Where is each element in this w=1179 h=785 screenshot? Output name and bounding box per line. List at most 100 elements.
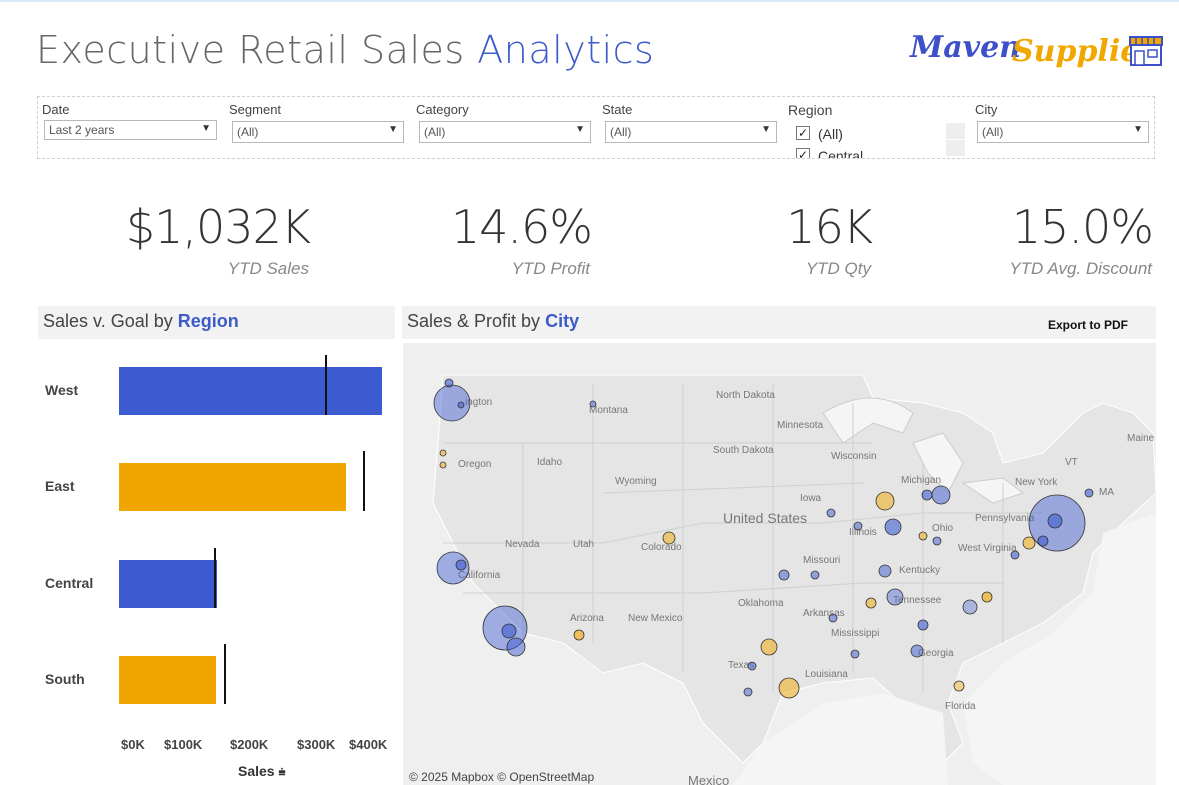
chevron-down-icon: ▼ (1133, 124, 1143, 135)
x-tick-label: $0K (121, 737, 145, 752)
map-label-illinois: Illinois (849, 527, 877, 538)
region-label-west: West (45, 382, 79, 398)
kpi-ytd-profit-value: 14.6% (450, 200, 593, 254)
segment-filter-label: Segment (229, 102, 282, 117)
bar-west[interactable] (119, 367, 382, 415)
kpi-ytd-sales-label: YTD Sales (227, 259, 309, 278)
map-label-oklahoma: Oklahoma (738, 598, 784, 609)
map-label-new-mexico: New Mexico (628, 613, 683, 624)
state-filter-label: State (602, 102, 633, 117)
map-label-new-york: New York (1015, 477, 1058, 488)
goal-marker-east[interactable] (363, 451, 365, 511)
export-to-pdf-button[interactable]: Export to PDF (1048, 318, 1128, 332)
map-label-south-dakota: South Dakota (713, 445, 774, 456)
state-filter-dropdown[interactable]: (All) ▼ (605, 121, 777, 143)
region-central-checkbox[interactable]: ✓ (796, 148, 810, 158)
region-central-label: Central (818, 148, 864, 158)
x-tick-label: $400K (349, 737, 388, 752)
map-label-mexico: Mexico (688, 773, 729, 785)
map-label-michigan: Michigan (901, 475, 941, 486)
category-filter-dropdown[interactable]: (All) ▼ (419, 121, 591, 143)
map-label-nevada: Nevada (505, 539, 540, 550)
bar-east[interactable] (119, 463, 346, 511)
kpi-ytd-profit-label: YTD Profit (511, 259, 590, 278)
map-label-utah: Utah (573, 539, 594, 550)
map-label-maine: Maine (1127, 433, 1155, 444)
sales-goal-panel-title: Sales v. Goal by Region (38, 306, 395, 339)
region-all-label: (All) (818, 126, 843, 142)
region-all-checkbox[interactable]: ✓ (796, 126, 810, 140)
chevron-down-icon: ▼ (761, 124, 771, 135)
page-title: Executive Retail Sales Analytics (36, 28, 655, 72)
sales-profit-map[interactable]: ington Montana North Dakota Minnesota Wi… (403, 343, 1156, 785)
filter-bar (37, 96, 1155, 159)
map-label-california: California (458, 570, 501, 581)
city-filter-label: City (975, 102, 998, 117)
map-label-ohio: Ohio (932, 523, 954, 534)
kpi-ytd-qty-value: 16K (786, 200, 873, 254)
goal-marker-central[interactable] (214, 548, 216, 608)
map-label-washington: ington (465, 397, 492, 408)
region-label-central: Central (45, 575, 94, 591)
date-filter-dropdown[interactable]: Last 2 years ▼ (44, 120, 217, 140)
map-copyright: © 2025 Mapbox © OpenStreetMap (409, 770, 595, 784)
map-label-ma: MA (1099, 487, 1114, 498)
kpi-ytd-discount-label: YTD Avg. Discount (1009, 259, 1152, 278)
map-label-vt: VT (1065, 457, 1078, 468)
region-label-east: East (45, 478, 75, 494)
date-filter-label: Date (42, 102, 70, 117)
map-label-kentucky: Kentucky (899, 565, 940, 576)
city-filter-value: (All) (982, 125, 1004, 139)
map-label-florida: Florida (945, 701, 976, 712)
x-axis-title[interactable]: Sales ⩧ (238, 763, 286, 779)
map-label-louisiana: Louisiana (805, 669, 848, 680)
map-panel-title: Sales & Profit by City (402, 306, 1156, 339)
date-filter-value: Last 2 years (49, 123, 115, 137)
chevron-down-icon: ▼ (388, 124, 398, 135)
map-label-wyoming: Wyoming (615, 476, 657, 487)
map-label-missouri: Missouri (803, 555, 840, 566)
map-label-oregon: Oregon (458, 459, 491, 470)
category-filter-value: (All) (424, 125, 446, 139)
maven-supplies-logo: Maven Supplies (910, 28, 1170, 76)
x-tick-label: $300K (297, 737, 336, 752)
segment-filter-value: (All) (237, 125, 259, 139)
kpi-ytd-sales-value: $1,032K (125, 200, 311, 254)
category-filter-label: Category (416, 102, 469, 117)
scroll-down-button[interactable] (946, 140, 965, 156)
segment-filter-dropdown[interactable]: (All) ▼ (232, 121, 404, 143)
goal-marker-west[interactable] (325, 355, 327, 415)
map-label-idaho: Idaho (537, 457, 562, 468)
storefront-icon (1129, 36, 1163, 66)
x-tick-label: $200K (230, 737, 269, 752)
kpi-ytd-discount-value: 15.0% (1011, 200, 1154, 254)
top-divider (0, 0, 1179, 2)
us-map-svg: ington Montana North Dakota Minnesota Wi… (403, 343, 1156, 785)
map-label-georgia: Georgia (918, 648, 954, 659)
map-label-minnesota: Minnesota (777, 420, 824, 431)
city-filter-dropdown[interactable]: (All) ▼ (977, 121, 1149, 143)
map-label-pennsylvania: Pennsylvania (975, 513, 1035, 524)
chevron-down-icon: ▼ (201, 123, 211, 134)
region-filter-label: Region (788, 102, 833, 118)
map-label-arkansas: Arkansas (803, 608, 845, 619)
map-label-wisconsin: Wisconsin (831, 451, 877, 462)
map-label-colorado: Colorado (641, 542, 682, 553)
scroll-up-button[interactable] (946, 123, 965, 139)
map-label-united-states: United States (723, 510, 807, 526)
map-label-north-dakota: North Dakota (716, 390, 775, 401)
map-label-west-virginia: West Virginia (958, 543, 1017, 554)
bar-south[interactable] (119, 656, 216, 704)
kpi-ytd-qty-label: YTD Qty (805, 259, 871, 278)
goal-marker-south[interactable] (224, 644, 226, 704)
chevron-down-icon: ▼ (575, 124, 585, 135)
map-label-montana: Montana (589, 405, 628, 416)
region-label-south: South (45, 671, 85, 687)
map-label-arizona: Arizona (570, 613, 604, 624)
region-list-clip: ✓ Central (790, 144, 910, 158)
map-label-texas: Texas (728, 660, 754, 671)
x-tick-label: $100K (164, 737, 203, 752)
state-filter-value: (All) (610, 125, 632, 139)
map-label-tennessee: Tennessee (893, 595, 942, 606)
bar-central[interactable] (119, 560, 217, 608)
